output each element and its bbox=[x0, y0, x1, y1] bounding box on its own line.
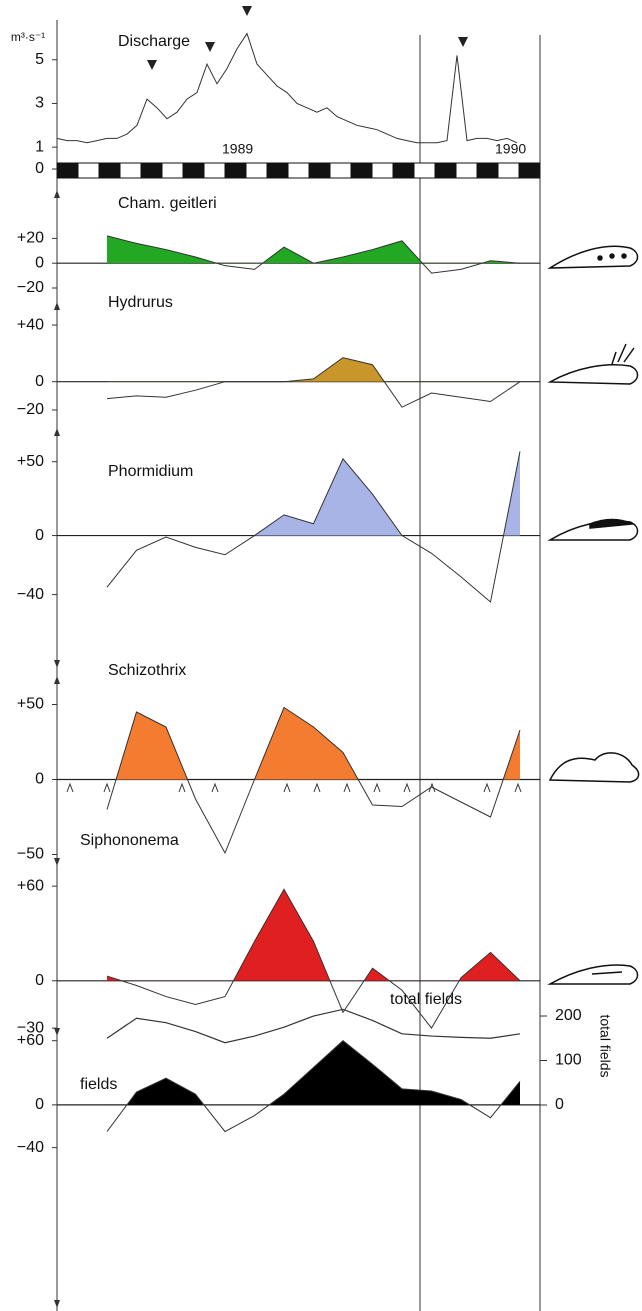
month-strip bbox=[351, 163, 372, 178]
sample-marker bbox=[404, 784, 410, 792]
sample-marker bbox=[314, 784, 320, 792]
icon-dot bbox=[610, 254, 614, 258]
y-tick-label: +50 bbox=[17, 696, 44, 713]
month-strip bbox=[162, 163, 183, 178]
y-tick-label: 0 bbox=[35, 527, 44, 544]
panel-title: Siphononema bbox=[80, 832, 179, 849]
panel-title: Discharge bbox=[118, 33, 190, 50]
month-strip bbox=[414, 163, 435, 178]
month-strip bbox=[225, 163, 246, 178]
y-tick-label: −40 bbox=[17, 586, 44, 603]
month-strip bbox=[498, 163, 519, 178]
month-strip bbox=[78, 163, 99, 178]
y-tick-label: 0 bbox=[35, 771, 44, 788]
y-tick-label: +20 bbox=[17, 230, 44, 247]
organism-icons bbox=[550, 246, 639, 984]
sample-marker bbox=[515, 784, 521, 792]
page: 0 1 3 5 Discharge m³·s⁻¹ 1989 1990 +20 0 −20 Cham. … bbox=[0, 0, 642, 1311]
sample-marker bbox=[104, 784, 110, 792]
y2-tick-label: 0 bbox=[555, 1096, 564, 1113]
y2-tick-label: 100 bbox=[555, 1052, 582, 1069]
y-tick-label: −20 bbox=[17, 279, 44, 296]
icon-dot bbox=[622, 254, 626, 258]
y-tick-label: +60 bbox=[17, 877, 44, 894]
panel-title: Phormidium bbox=[108, 463, 193, 480]
series-line bbox=[107, 358, 520, 408]
month-strip bbox=[99, 163, 120, 178]
sample-marker bbox=[484, 784, 490, 792]
month-strip bbox=[456, 163, 477, 178]
month-strip bbox=[519, 163, 540, 178]
sample-marker bbox=[212, 784, 218, 792]
month-strip bbox=[288, 163, 309, 178]
y-tick-label: 0 bbox=[35, 1096, 44, 1113]
series-label: fields bbox=[80, 1076, 117, 1093]
month-strip bbox=[330, 163, 351, 178]
month-strip bbox=[246, 163, 267, 178]
y2-axis-title: total fields bbox=[597, 1014, 613, 1077]
y-tick-label: +50 bbox=[17, 453, 44, 470]
y-axis-unit: m³·s⁻¹ bbox=[11, 30, 45, 44]
y-tick-label: 3 bbox=[35, 95, 44, 112]
icon-hydrurus bbox=[550, 344, 638, 384]
panel-title: Schizothrix bbox=[108, 662, 186, 679]
icon-dot bbox=[598, 256, 602, 260]
y-tick-label: +40 bbox=[17, 316, 44, 333]
icon-schizothrix bbox=[550, 753, 639, 782]
month-strip bbox=[372, 163, 393, 178]
positive-area bbox=[107, 1041, 520, 1132]
y-tick-label: +60 bbox=[17, 1032, 44, 1049]
sample-marker bbox=[284, 784, 290, 792]
positive-area bbox=[107, 708, 520, 854]
y2-tick-label: 200 bbox=[555, 1007, 582, 1024]
y-tick-label: 0 bbox=[35, 254, 44, 271]
month-strip bbox=[477, 163, 498, 178]
month-strip bbox=[393, 163, 414, 178]
month-strip bbox=[141, 163, 162, 178]
month-strip bbox=[267, 163, 288, 178]
sample-marker bbox=[67, 784, 73, 792]
annotation: 1990 bbox=[495, 141, 526, 157]
panel-title: Hydrurus bbox=[108, 294, 173, 311]
sample-marker bbox=[374, 784, 380, 792]
y-tick-label: 5 bbox=[35, 51, 44, 68]
icon-siphononema bbox=[550, 965, 638, 984]
positive-area bbox=[107, 236, 520, 273]
month-strip bbox=[57, 163, 78, 178]
sample-marker bbox=[179, 784, 185, 792]
month-strip bbox=[120, 163, 141, 178]
series-line bbox=[107, 1009, 520, 1042]
annotation: 1989 bbox=[222, 141, 253, 157]
series-label: total fields bbox=[390, 991, 462, 1008]
y-tick-label: −50 bbox=[17, 846, 44, 863]
panel-title: Cham. geitleri bbox=[118, 195, 217, 212]
y-tick-label: −20 bbox=[17, 401, 44, 418]
month-strip bbox=[435, 163, 456, 178]
icon-fill bbox=[590, 520, 632, 529]
sample-marker bbox=[344, 784, 350, 792]
y-tick-label: 1 bbox=[35, 138, 44, 155]
figure: 0 1 3 5 Discharge m³·s⁻¹ 1989 1990 +20 0 −20 Cham. … bbox=[0, 0, 642, 1311]
y-tick-label: −40 bbox=[17, 1139, 44, 1156]
month-strip bbox=[204, 163, 225, 178]
y-tick-label: 0 bbox=[35, 972, 44, 989]
y-tick-label: 0 bbox=[35, 160, 44, 177]
y-tick-label: 0 bbox=[35, 373, 44, 390]
month-strip bbox=[183, 163, 204, 178]
positive-area bbox=[107, 358, 520, 408]
month-strip bbox=[309, 163, 330, 178]
